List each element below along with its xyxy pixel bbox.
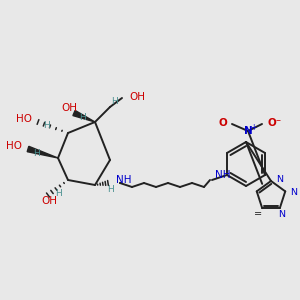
Text: N: N — [276, 176, 283, 184]
Text: NH: NH — [116, 175, 131, 185]
Polygon shape — [73, 110, 95, 122]
Polygon shape — [27, 146, 58, 158]
Text: O: O — [218, 118, 227, 128]
Text: H: H — [34, 148, 40, 158]
Text: H: H — [56, 188, 62, 197]
Text: H: H — [44, 121, 50, 130]
Text: H: H — [79, 112, 86, 122]
Text: OH: OH — [41, 196, 57, 206]
Text: OH: OH — [129, 92, 145, 102]
Text: HO: HO — [6, 141, 22, 151]
Text: HO: HO — [16, 114, 32, 124]
Text: H: H — [108, 184, 114, 194]
Text: O⁻: O⁻ — [267, 118, 281, 128]
Text: H: H — [111, 98, 117, 106]
Text: =: = — [254, 209, 262, 219]
Text: NH: NH — [215, 170, 230, 180]
Text: N: N — [244, 126, 252, 136]
Text: +: + — [250, 122, 256, 131]
Text: OH: OH — [61, 103, 77, 113]
Text: N: N — [290, 188, 297, 197]
Text: N: N — [278, 210, 285, 219]
